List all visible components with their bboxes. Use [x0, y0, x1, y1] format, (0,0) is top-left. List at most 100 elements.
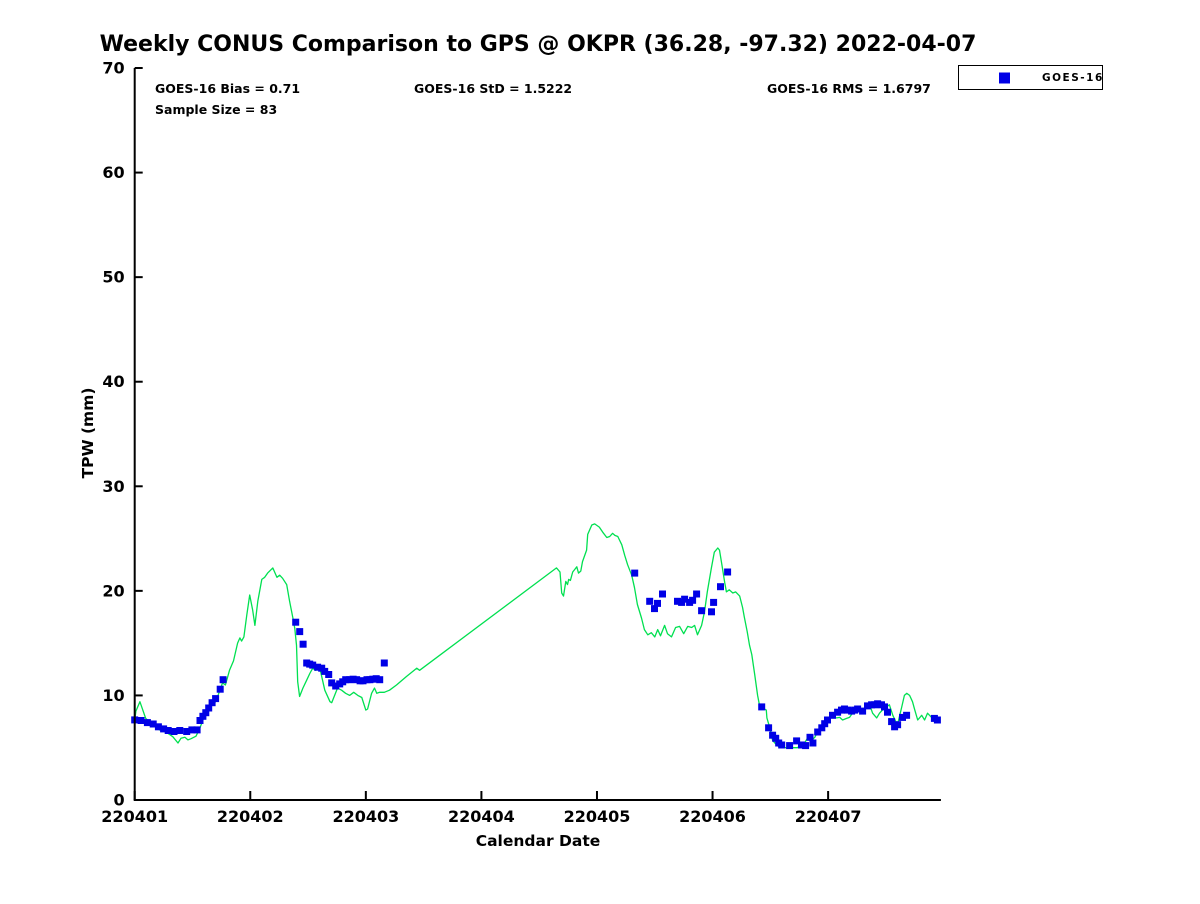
- stat-rms: GOES-16 RMS = 1.6797: [767, 81, 931, 96]
- goes16-data-marker: [818, 724, 826, 732]
- goes16-data-marker: [188, 726, 196, 734]
- goes16-data-marker: [772, 734, 780, 742]
- x-tick-label: 220407: [795, 807, 862, 826]
- goes16-data-marker: [894, 721, 902, 729]
- goes16-data-marker: [864, 702, 871, 710]
- goes16-data-marker: [698, 607, 706, 615]
- goes16-data-marker: [219, 676, 227, 684]
- y-tick-label: 20: [102, 581, 124, 600]
- goes16-data-marker: [205, 704, 213, 712]
- goes16-data-marker: [212, 695, 220, 703]
- goes16-data-marker: [143, 719, 151, 727]
- x-tick-label: 220405: [564, 807, 631, 826]
- goes16-data-marker: [631, 569, 639, 577]
- stat-bias: GOES-16 Bias = 0.71: [155, 81, 301, 96]
- goes16-data-marker: [903, 711, 911, 719]
- goes16-data-marker: [854, 705, 862, 713]
- goes16-data-marker: [881, 703, 888, 711]
- goes16-data-marker: [778, 741, 786, 749]
- goes16-data-marker: [806, 733, 814, 741]
- goes16-data-marker: [314, 663, 322, 671]
- x-axis-label: Calendar Date: [475, 832, 601, 850]
- goes16-data-marker: [296, 628, 304, 636]
- y-tick-label: 0: [114, 791, 125, 810]
- y-tick-label: 40: [102, 372, 124, 391]
- goes16-data-marker: [859, 707, 867, 715]
- goes16-data-marker: [149, 720, 157, 728]
- goes16-data-marker: [689, 596, 697, 604]
- goes16-data-marker: [193, 726, 201, 734]
- y-tick-label: 50: [102, 268, 124, 287]
- goes16-data-marker: [802, 742, 810, 750]
- y-tick-label: 60: [102, 163, 124, 182]
- goes16-data-marker: [693, 590, 701, 598]
- goes16-data-marker: [342, 676, 350, 684]
- x-tick-label: 220404: [448, 807, 515, 826]
- chart-title: Weekly CONUS Comparison to GPS @ OKPR (3…: [99, 32, 977, 57]
- goes16-data-marker: [202, 709, 210, 717]
- goes16-data-marker: [376, 676, 384, 684]
- goes16-data-marker: [137, 717, 145, 724]
- goes16-data-marker: [814, 728, 822, 736]
- goes16-data-marker: [821, 720, 829, 728]
- y-axis-label: TPW (mm): [79, 387, 97, 479]
- goes16-data-marker: [380, 659, 388, 667]
- goes16-data-marker: [884, 708, 891, 716]
- goes16-data-marker: [708, 608, 715, 616]
- gps-line-series: [134, 523, 941, 749]
- goes16-data-marker: [332, 682, 340, 690]
- goes16-data-marker: [183, 728, 191, 735]
- x-tick-label: 220401: [101, 807, 168, 826]
- goes16-data-marker: [899, 713, 906, 721]
- legend: GOES-16: [958, 65, 1103, 90]
- goes16-data-marker: [651, 605, 658, 613]
- goes16-data-marker: [299, 640, 307, 648]
- goes16-data-marker: [170, 728, 178, 735]
- stat-sample-size: Sample Size = 83: [155, 102, 278, 117]
- goes16-data-marker: [328, 679, 336, 687]
- goes16-data-marker: [325, 671, 333, 678]
- goes16-data-marker: [309, 661, 317, 669]
- goes16-data-marker: [659, 590, 666, 598]
- goes16-data-marker: [834, 708, 842, 716]
- goes16-data-marker: [208, 699, 216, 707]
- goes16-data-marker: [674, 597, 681, 605]
- goes16-data-marker: [829, 711, 836, 719]
- goes16-data-marker: [164, 727, 172, 734]
- goes16-data-marker: [321, 667, 329, 675]
- goes16-data-marker: [844, 706, 851, 714]
- goes16-data-marker: [758, 703, 766, 711]
- x-tick-label: 220406: [679, 807, 746, 826]
- goes16-data-marker: [724, 568, 732, 576]
- goes16-data-marker: [646, 597, 654, 605]
- goes16-data-marker: [798, 741, 805, 749]
- goes16-data-marker: [154, 723, 162, 731]
- goes16-data-marker: [717, 583, 724, 591]
- y-tick-label: 70: [102, 59, 124, 78]
- y-tick-label: 10: [102, 686, 124, 705]
- goes16-data-marker: [874, 700, 882, 708]
- goes16-data-marker: [888, 718, 896, 726]
- goes16-data-marker: [809, 739, 817, 747]
- goes16-data-marker: [160, 725, 168, 733]
- goes16-data-marker: [292, 618, 300, 626]
- x-tick-label: 220402: [217, 807, 284, 826]
- legend-square-marker-icon: [999, 72, 1010, 83]
- y-tick-label: 30: [102, 477, 124, 496]
- goes16-data-marker: [765, 724, 773, 732]
- goes16-data-marker: [793, 737, 801, 745]
- legend-label: GOES-16: [1042, 71, 1104, 84]
- goes16-data-marker: [359, 677, 367, 685]
- goes16-data-marker: [710, 598, 718, 606]
- goes16-data-marker: [786, 742, 794, 750]
- goes16-data-marker: [216, 685, 224, 693]
- goes16-data-marker: [196, 717, 204, 724]
- goes16-data-marker: [933, 716, 941, 724]
- goes16-data-marker: [199, 712, 207, 720]
- goes16-data-marker: [824, 716, 831, 724]
- goes16-data-marker: [681, 595, 689, 603]
- stat-std: GOES-16 StD = 1.5222: [414, 81, 573, 96]
- goes16-data-marker: [176, 727, 184, 734]
- goes16-data-marker: [654, 599, 661, 607]
